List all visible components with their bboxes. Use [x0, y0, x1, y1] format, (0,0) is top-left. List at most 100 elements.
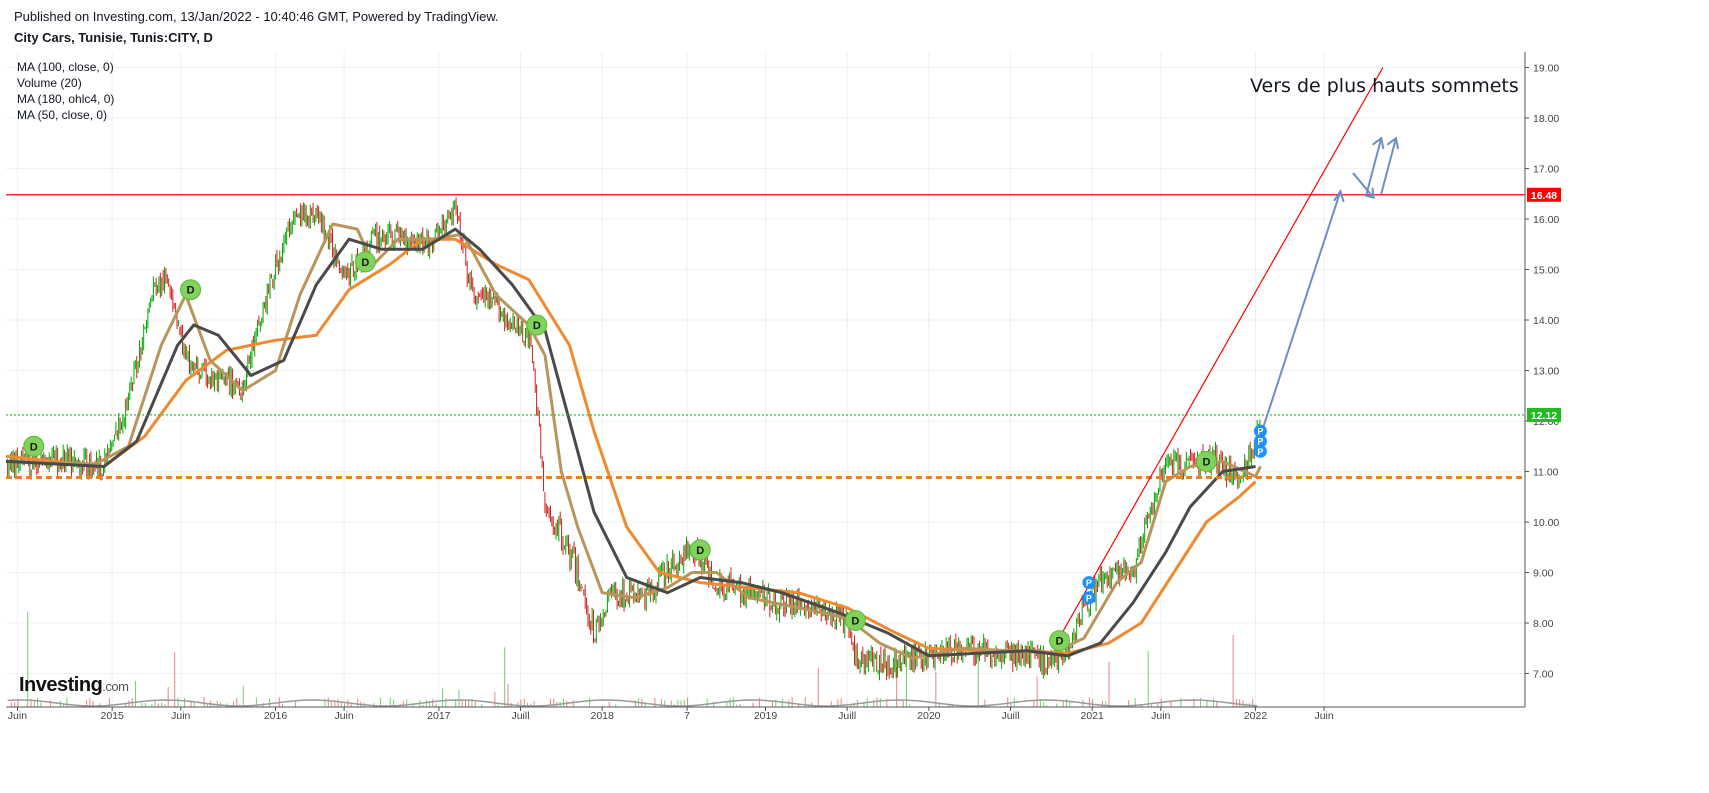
volume-bar: [37, 697, 39, 707]
volume-bar: [1206, 699, 1208, 707]
dividend-circle: [1049, 630, 1070, 652]
volume-bar: [1170, 700, 1172, 707]
legend-ma100[interactable]: MA (100, close, 0): [17, 60, 114, 74]
dividend-circle: [354, 251, 376, 273]
volume-bar: [935, 672, 937, 707]
dividend-label: D: [533, 320, 541, 332]
volume-bar: [853, 703, 855, 707]
dividend-marker: D: [844, 609, 866, 631]
volume-bar: [393, 699, 395, 707]
volume-bar: [706, 698, 708, 707]
volume-bar: [435, 703, 437, 707]
volume-bar: [334, 700, 336, 707]
split-circle: [1082, 591, 1096, 605]
volume-bar: [461, 701, 463, 707]
volume-bar: [1239, 699, 1241, 707]
dividend-label: D: [851, 615, 859, 627]
volume-bar: [549, 698, 551, 707]
dividend-marker: D: [180, 279, 202, 301]
x-tick-label: 2016: [264, 710, 288, 722]
split-label: P: [1257, 427, 1263, 437]
volume-bar: [10, 702, 12, 707]
volume-bar: [389, 697, 391, 707]
projection-arrow: [1380, 137, 1397, 195]
volume-bar: [726, 700, 728, 707]
volume-bar: [572, 700, 574, 707]
volume-bar: [206, 703, 208, 707]
volume-bar: [432, 698, 434, 707]
volume-bar: [468, 698, 470, 707]
dividend-label: D: [361, 257, 369, 269]
y-tick-label: 7.00: [1533, 669, 1554, 681]
legend-volume[interactable]: Volume (20): [17, 76, 82, 90]
volume-bar: [1128, 700, 1130, 707]
dividend-circle: [844, 609, 866, 631]
x-tick-label: 2015: [100, 710, 124, 722]
volume-bar: [144, 703, 146, 707]
volume-bar: [896, 667, 898, 707]
volume-bar: [282, 704, 284, 707]
legend-ma180[interactable]: MA (180, ohlc4, 0): [17, 92, 115, 106]
volume-bar: [458, 690, 460, 707]
arrow-head: [1364, 187, 1375, 199]
volume-bar: [615, 704, 617, 707]
volume-bar: [242, 685, 244, 707]
volume-bar: [1043, 702, 1045, 707]
volume-bar: [164, 704, 166, 707]
volume-bar: [876, 697, 878, 707]
x-tick-label: Juill: [1001, 710, 1019, 722]
volume-bar: [736, 704, 738, 707]
volume-bar: [92, 700, 94, 707]
volume-bar: [775, 699, 777, 707]
volume-bar: [713, 701, 715, 707]
y-tick-label: 10.00: [1533, 517, 1559, 529]
split-marker: P: [1253, 434, 1267, 448]
volume-bar: [879, 697, 881, 707]
split-marker: P: [1253, 444, 1267, 458]
volume-bar: [442, 688, 444, 707]
x-tick-label: Juin: [171, 710, 190, 722]
volume-bar: [804, 697, 806, 707]
split-label: P: [1086, 578, 1092, 588]
volume-bar: [157, 703, 159, 707]
volume-bar: [1252, 699, 1254, 707]
volume-bar: [425, 699, 427, 707]
dividend-marker: D: [23, 435, 45, 457]
price-label-bg: [1527, 187, 1561, 202]
volume-bar: [1108, 661, 1110, 707]
volume-bar: [331, 702, 333, 707]
split-label: P: [1257, 437, 1263, 447]
volume-bar: [1010, 703, 1012, 707]
volume-bar: [1046, 704, 1048, 707]
volume-bar: [1150, 704, 1152, 707]
price-label-text: 16.48: [1531, 190, 1557, 202]
published-info: Published on Investing.com, 13/Jan/2022 …: [14, 9, 499, 24]
y-tick-label: 16.00: [1533, 214, 1559, 226]
y-tick-label: 15.00: [1533, 265, 1559, 277]
volume-bar: [135, 680, 137, 707]
volume-bar: [464, 699, 466, 707]
volume-bar: [255, 697, 257, 707]
volume-bar: [184, 697, 186, 707]
dividend-circle: [180, 279, 202, 301]
volume-bar: [634, 700, 636, 707]
trend-line: [1055, 67, 1384, 644]
split-circle: [1253, 434, 1267, 448]
volume-bar: [154, 699, 156, 707]
ma180-line: [5, 237, 1257, 655]
volume-bar: [63, 704, 65, 707]
legend-ma50[interactable]: MA (50, close, 0): [17, 108, 108, 122]
volume-bar: [553, 698, 555, 707]
volume-bar: [1180, 698, 1182, 707]
volume-bar: [125, 703, 127, 707]
volume-bar: [177, 697, 179, 707]
volume-bar: [324, 698, 326, 707]
split-marker: P: [1253, 424, 1267, 438]
volume-bar: [40, 702, 42, 707]
volume-bar: [190, 700, 192, 707]
volume-bar: [873, 699, 875, 707]
volume-bar: [791, 697, 793, 707]
indicator-legend: MA (100, close, 0) Volume (20) MA (180, …: [17, 59, 114, 123]
volume-bar: [1213, 698, 1215, 707]
